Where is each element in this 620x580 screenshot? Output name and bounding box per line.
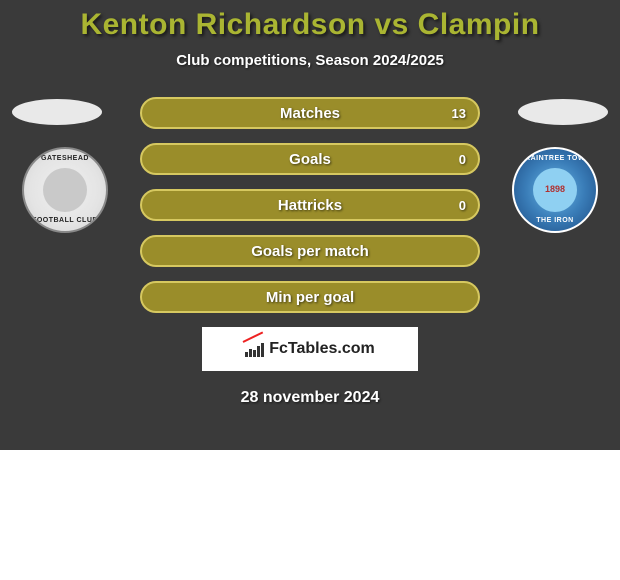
flag-left xyxy=(12,99,102,125)
crest-left-bottom-text: FOOTBALL CLUB xyxy=(24,217,106,225)
stat-bars: Matches 13 Goals 0 Hattricks 0 Goals per match… xyxy=(140,97,480,313)
stat-bar: Min per goal xyxy=(140,281,480,313)
stat-bar-right-value: 13 xyxy=(452,106,466,121)
h2h-infographic: Kenton Richardson vs Clampin Club compet… xyxy=(0,0,620,450)
logo-text: FcTables.com xyxy=(269,340,375,358)
crest-right-top-text: BRAINTREE TOWN xyxy=(514,155,596,163)
stat-bar-label: Hattricks xyxy=(278,197,342,214)
stat-bar-label: Min per goal xyxy=(266,289,354,306)
flag-right xyxy=(518,99,608,125)
chart-icon xyxy=(245,341,265,357)
crest-left-inner xyxy=(43,168,87,212)
stat-bar: Hattricks 0 xyxy=(140,189,480,221)
crest-left-top-text: GATESHEAD xyxy=(24,155,106,163)
stat-bar-label: Goals per match xyxy=(251,243,369,260)
crest-right-bottom-text: THE IRON xyxy=(514,217,596,225)
logo-box: FcTables.com xyxy=(202,327,418,371)
content-area: GATESHEAD FOOTBALL CLUB BRAINTREE TOWN 1… xyxy=(0,97,620,407)
stat-bar-label: Goals xyxy=(289,151,331,168)
crest-right-inner: 1898 xyxy=(533,168,577,212)
stat-bar-label: Matches xyxy=(280,105,340,122)
stat-bar: Matches 13 xyxy=(140,97,480,129)
stat-bar-right-value: 0 xyxy=(459,198,466,213)
subtitle: Club competitions, Season 2024/2025 xyxy=(0,52,620,69)
page-title: Kenton Richardson vs Clampin xyxy=(0,0,620,42)
club-crest-right: BRAINTREE TOWN 1898 THE IRON xyxy=(512,147,598,233)
stat-bar: Goals per match xyxy=(140,235,480,267)
stat-bar-right-value: 0 xyxy=(459,152,466,167)
stat-bar: Goals 0 xyxy=(140,143,480,175)
date-text: 28 november 2024 xyxy=(0,389,620,407)
club-crest-left: GATESHEAD FOOTBALL CLUB xyxy=(22,147,108,233)
